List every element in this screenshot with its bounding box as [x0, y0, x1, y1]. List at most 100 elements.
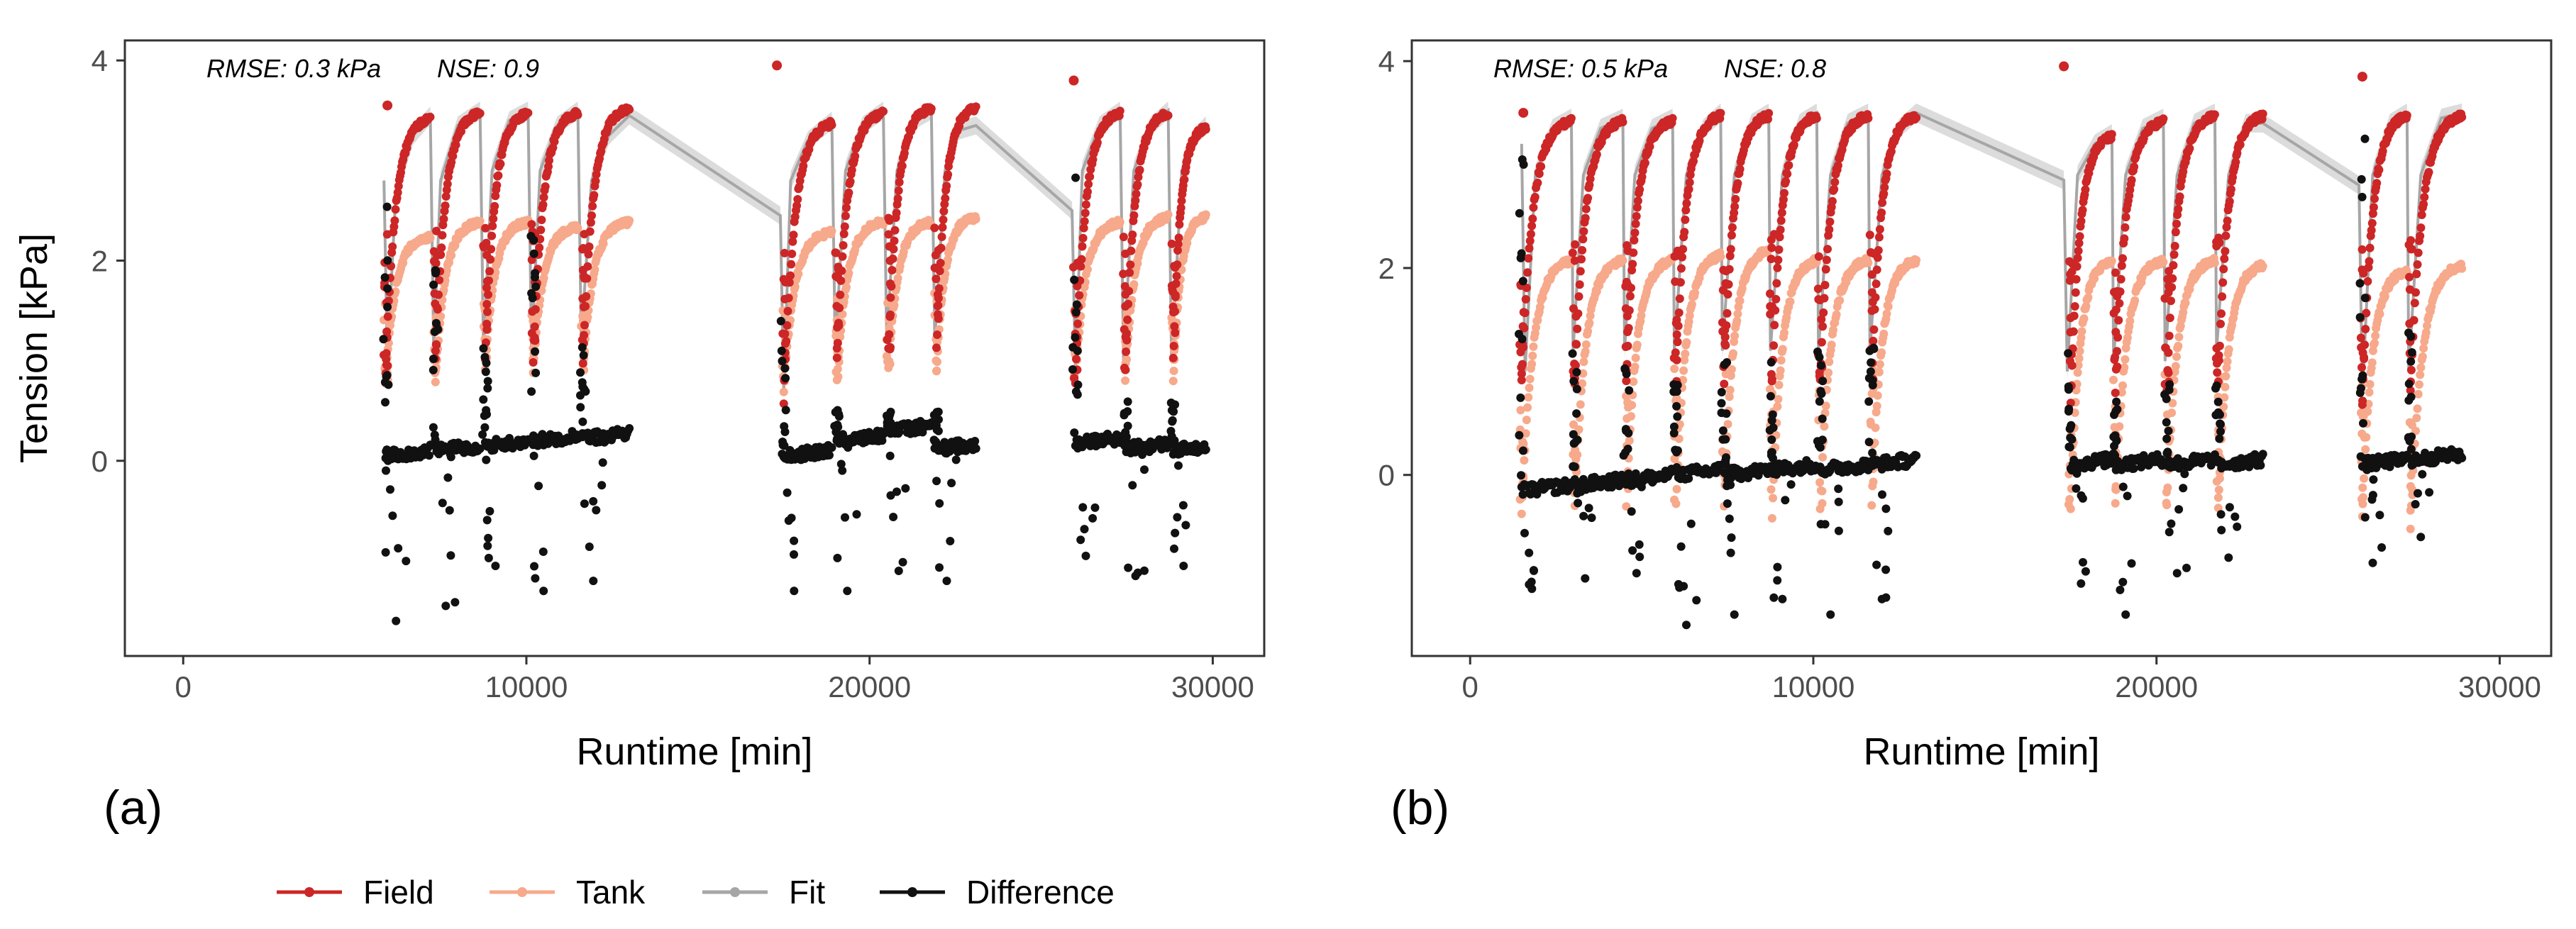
field-point [484, 290, 492, 299]
field-point [832, 344, 841, 353]
field-point [482, 277, 492, 286]
difference-point [841, 513, 849, 522]
difference-point [1569, 377, 1579, 386]
difference-point [935, 563, 944, 572]
field-point [1864, 113, 1873, 123]
field-point [1083, 187, 1092, 196]
difference-point [1068, 365, 1077, 374]
field-point [1781, 177, 1791, 186]
field-point [2372, 179, 2382, 188]
difference-point [576, 368, 585, 377]
difference-point [578, 417, 587, 426]
difference-point [1073, 346, 1082, 355]
difference-point [1725, 514, 1734, 523]
difference-point [1569, 462, 1578, 471]
field-point [1869, 249, 1878, 258]
difference-point [852, 510, 861, 519]
difference-point [1834, 484, 1843, 494]
field-point [1068, 75, 1079, 86]
field-point [1172, 272, 1181, 281]
field-point [577, 335, 587, 345]
difference-point [778, 450, 787, 459]
tank-point [2111, 499, 2120, 508]
field-point [2365, 257, 2374, 266]
tank-point [1624, 403, 1633, 412]
x-axis-title-a: Runtime [min] [576, 730, 812, 773]
difference-point [2118, 577, 2128, 586]
field-point [491, 191, 500, 201]
field-point [1169, 342, 1178, 350]
difference-point [579, 351, 588, 360]
field-point [438, 230, 447, 240]
field-point [485, 267, 494, 276]
field-point [895, 178, 904, 187]
field-point [1084, 179, 1093, 189]
tank-point [1569, 420, 1578, 429]
tank-point [2361, 445, 2370, 454]
field-point [1764, 109, 1774, 118]
difference-point [1722, 409, 1731, 418]
field-point [2118, 254, 2127, 263]
field-point [1673, 338, 1682, 347]
field-point [2421, 184, 2430, 194]
tank-point [2375, 309, 2384, 318]
x-tick-label-a: 30000 [1171, 670, 1254, 703]
difference-point [1723, 482, 1732, 491]
tank-point [1672, 484, 1681, 494]
difference-point [382, 202, 392, 211]
field-point [1720, 379, 1729, 389]
difference-point [580, 499, 589, 508]
difference-point [885, 451, 895, 460]
tank-point [827, 226, 836, 235]
field-point [524, 109, 533, 118]
difference-point [1181, 521, 1190, 530]
field-point [2059, 61, 2069, 72]
field-point [778, 329, 787, 338]
field-point [2185, 144, 2194, 153]
tank-point [842, 283, 851, 291]
field-point [451, 140, 460, 150]
difference-point [1772, 470, 1781, 479]
difference-point [1178, 501, 1188, 510]
difference-point [1868, 376, 1877, 385]
field-point [890, 236, 899, 245]
field-point [1718, 318, 1727, 327]
field-point [930, 223, 939, 233]
difference-point [531, 574, 540, 583]
field-point [539, 193, 548, 202]
difference-point [1773, 562, 1782, 572]
difference-point [838, 466, 847, 475]
field-point [580, 230, 589, 239]
difference-point [445, 506, 454, 515]
field-point [780, 248, 789, 257]
difference-point [1584, 504, 1593, 513]
tank-point [2258, 262, 2267, 271]
field-point [2067, 267, 2077, 277]
tank-point [539, 274, 548, 282]
tank-point [1818, 452, 1828, 462]
difference-point [1519, 446, 1527, 455]
tank-point [2171, 362, 2180, 371]
field-point [1073, 319, 1083, 328]
field-point [1576, 267, 1585, 276]
field-point [2367, 226, 2376, 235]
difference-point [929, 411, 939, 420]
difference-point [1722, 453, 1730, 462]
difference-point [1868, 448, 1877, 457]
field-point [1770, 321, 1779, 330]
difference-point [1826, 610, 1835, 619]
difference-point [1081, 551, 1090, 560]
field-point [939, 206, 949, 216]
tank-point [1527, 360, 1537, 369]
difference-point [576, 391, 585, 400]
field-point [1618, 118, 1627, 127]
field-point [1766, 310, 1775, 319]
field-point [886, 293, 895, 302]
tank-point [2358, 499, 2367, 508]
field-point [584, 250, 593, 259]
tank-point [2210, 258, 2219, 267]
field-point [1574, 292, 1583, 301]
difference-point [1786, 480, 1796, 489]
field-point [2226, 185, 2235, 194]
field-point [529, 358, 538, 367]
